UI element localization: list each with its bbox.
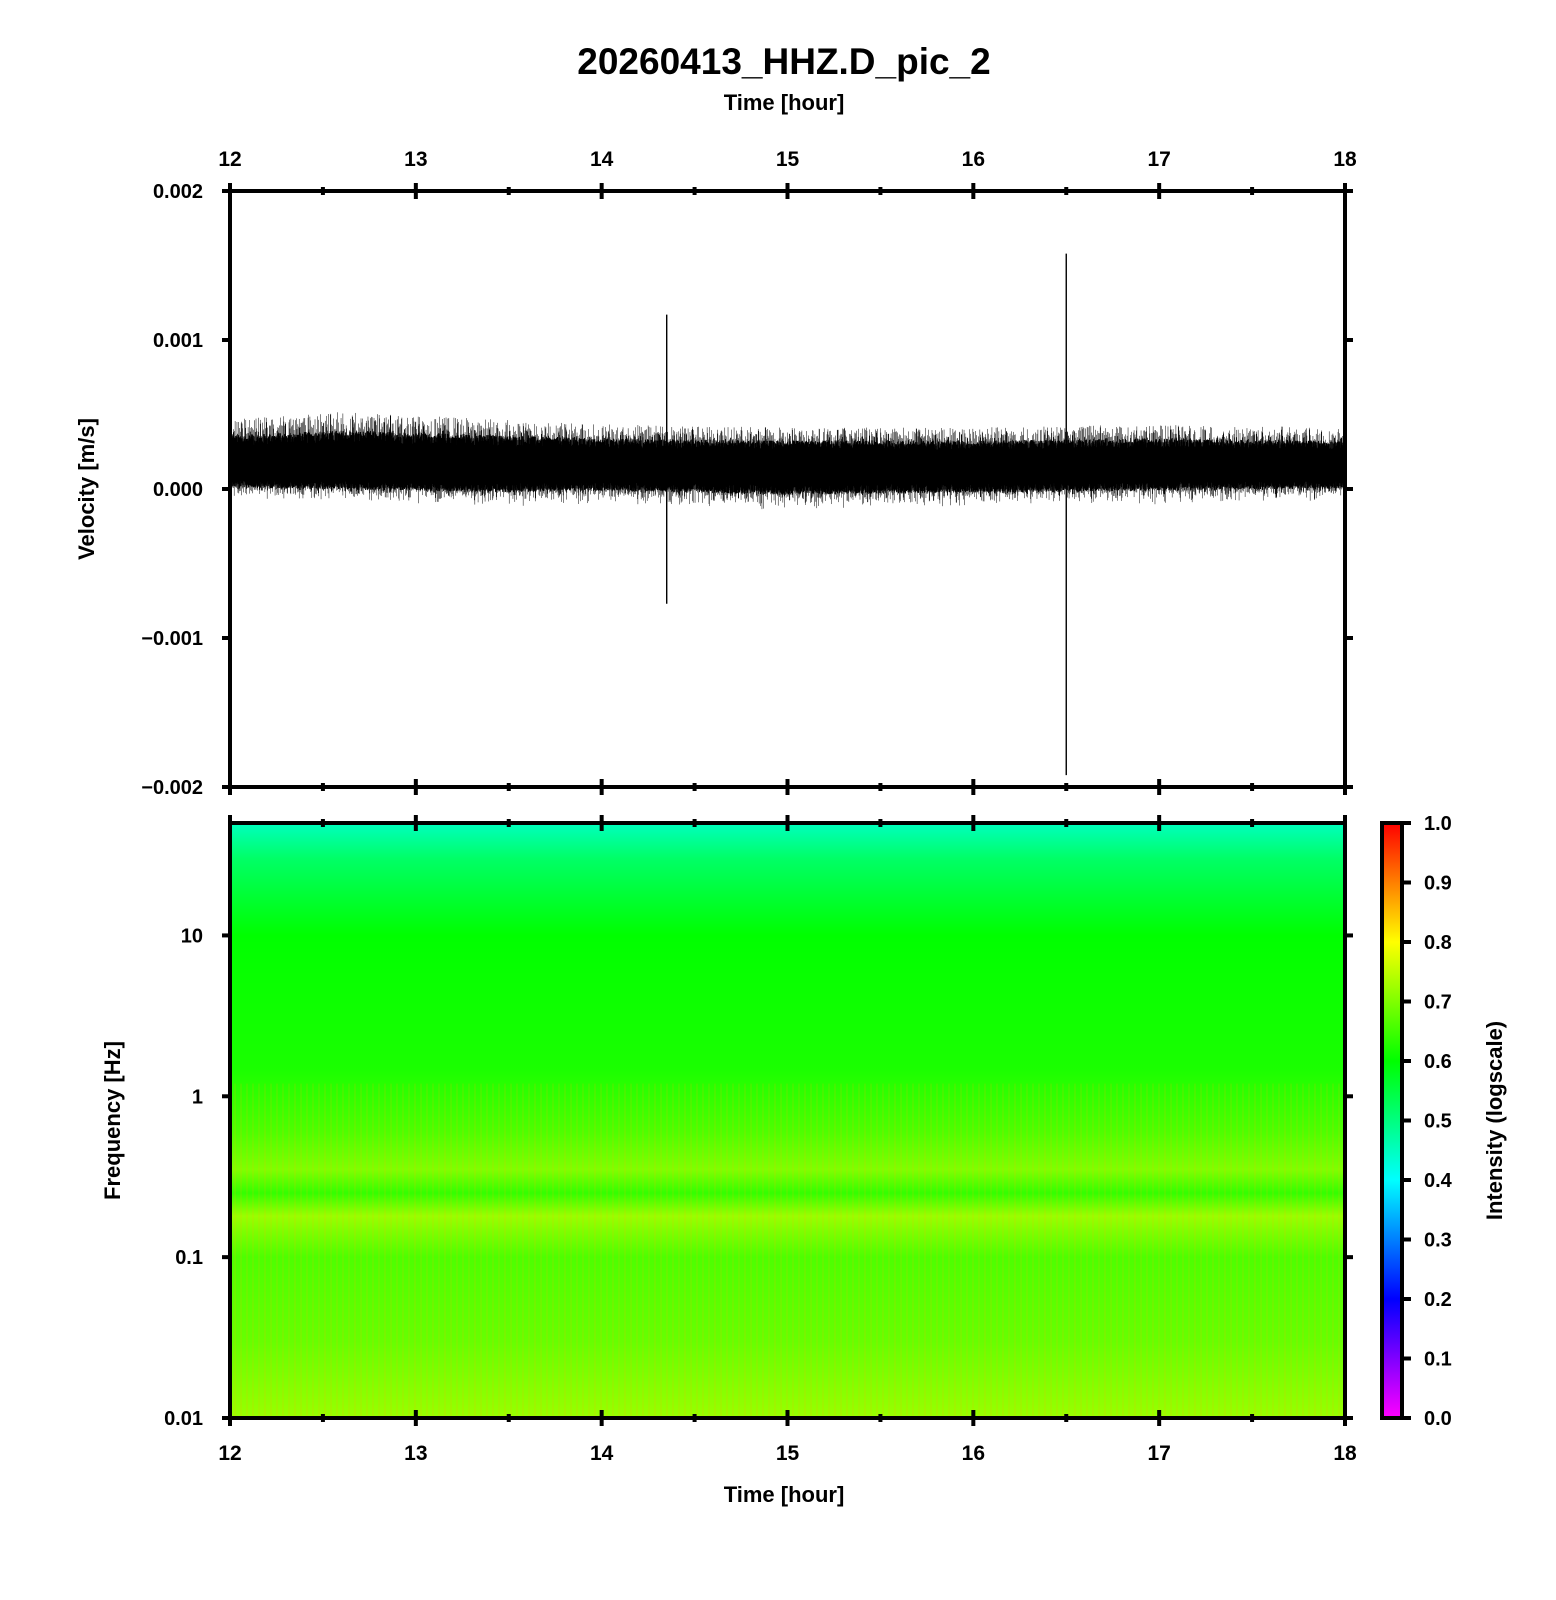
bottom-x-tick-label: 17 <box>1147 1442 1170 1465</box>
frequency-tick-label: 0.01 <box>164 1408 203 1430</box>
bottom-x-tick-label: 18 <box>1333 1442 1357 1465</box>
colorbar-tick-label: 0.5 <box>1424 1111 1452 1133</box>
seismogram-trace-detail <box>229 412 1346 510</box>
velocity-tick-label: 0.001 <box>153 330 203 352</box>
colorbar-tick-label: 0.7 <box>1424 992 1452 1014</box>
velocity-tick-label: −0.001 <box>141 628 203 650</box>
colorbar-tick-label: 0.6 <box>1424 1051 1452 1073</box>
velocity-tick-label: −0.002 <box>141 777 203 799</box>
seismogram-panel: 12 13 14 15 16 17 18 −0.002 −0.001 0.000 0.001 0.00… <box>74 148 1357 799</box>
colorbar-tick-label: 1.0 <box>1424 813 1452 835</box>
velocity-tick-label: 0.000 <box>153 479 203 501</box>
top-x-tick-label: 15 <box>776 148 800 171</box>
colorbar-tick-label: 0.0 <box>1424 1408 1452 1430</box>
colorbar-tick-label: 0.9 <box>1424 873 1452 895</box>
colorbar-tick-label: 0.8 <box>1424 932 1452 954</box>
velocity-tick-label: 0.002 <box>153 181 203 203</box>
colorbar-tick-label: 0.4 <box>1424 1170 1453 1192</box>
bottom-x-tick-label: 12 <box>218 1442 241 1465</box>
colorbar-tick-label: 0.1 <box>1424 1349 1452 1371</box>
spectrogram-texture <box>230 1083 1345 1418</box>
frequency-tick-label: 1 <box>192 1086 203 1108</box>
colorbar-tick-label: 0.3 <box>1424 1230 1452 1252</box>
frequency-tick-label: 10 <box>181 925 203 947</box>
top-x-tick-label: 18 <box>1333 148 1357 171</box>
top-x-tick-label: 14 <box>590 148 614 171</box>
bottom-x-tick-label: 16 <box>962 1442 985 1465</box>
figure-title: 20260413_HHZ.D_pic_2 <box>577 41 990 82</box>
velocity-axis-label: Velocity [m/s] <box>74 418 99 560</box>
top-x-tick-label: 17 <box>1147 148 1170 171</box>
bottom-x-tick-label: 14 <box>590 1442 614 1465</box>
colorbar-tick-label: 0.2 <box>1424 1289 1452 1311</box>
colorbar-label: Intensity (logscale) <box>1482 1021 1507 1220</box>
top-x-tick-label: 13 <box>404 148 427 171</box>
top-x-tick-label: 12 <box>218 148 241 171</box>
bottom-x-tick-label: 15 <box>776 1442 800 1465</box>
frequency-axis-label: Frequency [Hz] <box>100 1041 125 1200</box>
bottom-axis-label: Time [hour] <box>724 1482 845 1507</box>
top-x-tick-label: 16 <box>962 148 985 171</box>
top-axis-label: Time [hour] <box>724 90 845 115</box>
colorbar-panel: 0.0 0.1 0.2 0.3 0.4 0.5 0.6 0.7 0.8 0.9 1.0 Intensi… <box>1380 813 1507 1430</box>
frequency-tick-label: 0.1 <box>175 1247 203 1269</box>
spectrogram-panel: 12 13 14 15 16 17 18 0.01 0.1 1 10 Frequency [Hz] <box>100 815 1357 1465</box>
colorbar-gradient <box>1382 823 1402 1418</box>
bottom-x-tick-label: 13 <box>404 1442 427 1465</box>
